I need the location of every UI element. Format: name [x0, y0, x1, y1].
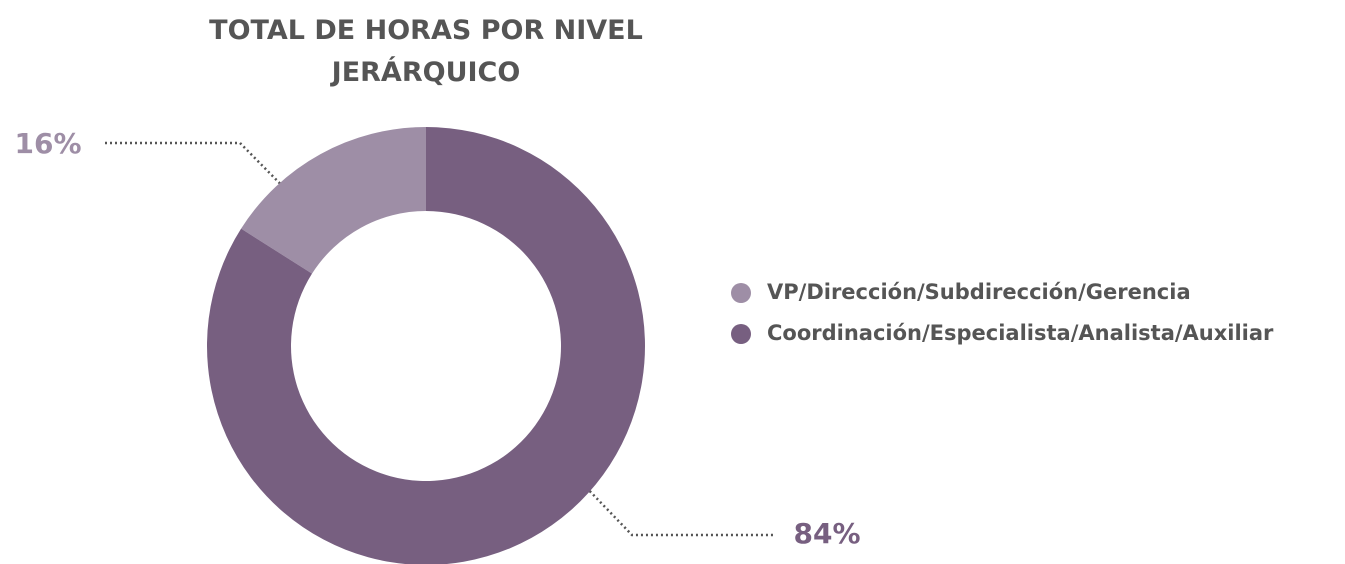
donut-slice	[241, 126, 426, 274]
chart-title: TOTAL DE HORAS POR NIVEL JERÁRQUICO	[209, 15, 643, 88]
data-label: 84%	[793, 517, 860, 550]
legend-label: Coordinación/Especialista/Analista/Auxil…	[767, 321, 1274, 345]
legend-marker	[731, 283, 751, 303]
donut-slice	[207, 127, 645, 564]
leader-line	[554, 454, 775, 537]
legend-label: VP/Dirección/Subdirección/Gerencia	[767, 280, 1191, 304]
legend-marker	[731, 324, 751, 344]
leader-line	[105, 141, 319, 223]
data-label: 16%	[14, 127, 81, 160]
